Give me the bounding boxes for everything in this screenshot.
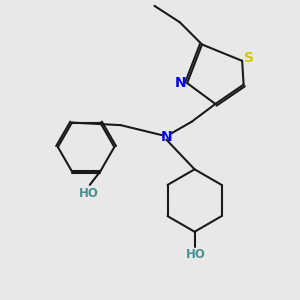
- Text: S: S: [244, 51, 254, 65]
- Text: N: N: [175, 76, 186, 90]
- Text: N: N: [160, 130, 172, 144]
- Text: HO: HO: [78, 187, 98, 200]
- Text: HO: HO: [186, 248, 206, 260]
